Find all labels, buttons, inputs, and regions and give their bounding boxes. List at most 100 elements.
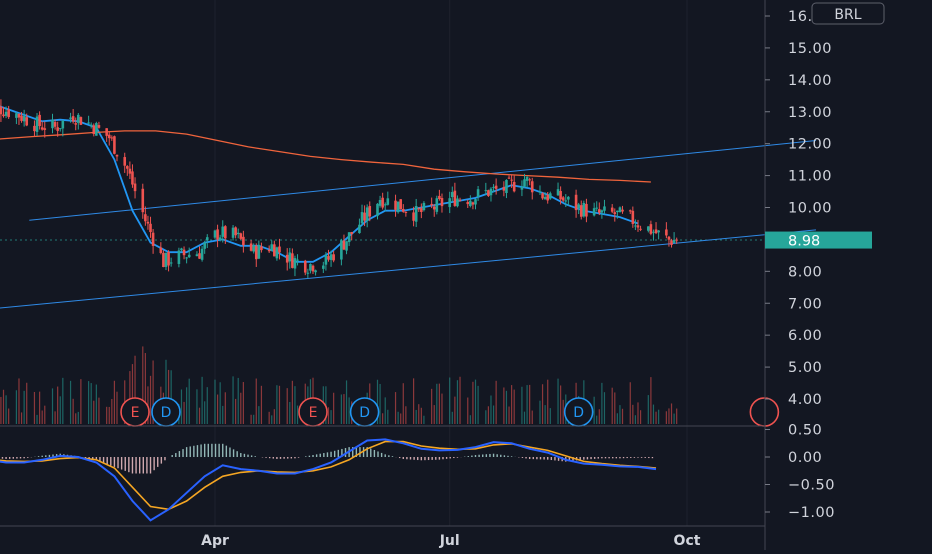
candle-body — [383, 204, 387, 206]
candle-body — [404, 211, 408, 213]
volume-bar — [204, 401, 206, 424]
candle-body — [151, 232, 155, 246]
candle-body — [260, 246, 263, 251]
candle-body — [252, 245, 255, 252]
candle-body — [422, 202, 426, 211]
currency-badge[interactable]: BRL — [811, 2, 885, 25]
event-marker-label: D — [573, 405, 584, 421]
earnings-marker[interactable]: E — [298, 397, 328, 427]
volume-bar — [219, 382, 221, 424]
volume-bar — [544, 405, 546, 424]
candle-body — [35, 116, 39, 132]
candle-body — [667, 236, 671, 240]
candle-body — [4, 111, 8, 116]
candle-body — [595, 207, 599, 209]
candle-body — [634, 225, 637, 227]
earnings-marker[interactable] — [749, 397, 780, 427]
candle-body — [141, 188, 145, 213]
volume-bar — [668, 408, 670, 424]
volume-bar — [673, 413, 675, 424]
volume-bar — [39, 391, 41, 424]
candle-body — [450, 192, 454, 198]
volume-bar — [560, 385, 562, 424]
candle-body — [146, 221, 150, 224]
candles-layer — [0, 99, 678, 278]
volume-bar — [418, 404, 420, 424]
candle-body — [582, 202, 586, 217]
candle-body — [314, 270, 317, 273]
last-price-tag: 8.98 — [765, 231, 872, 250]
candle-body — [647, 226, 650, 231]
volume-bar — [637, 402, 639, 424]
candle-body — [672, 239, 676, 243]
volume-bar — [611, 387, 613, 424]
volume-bar — [541, 384, 544, 424]
candle-body — [378, 200, 382, 206]
candle-body — [231, 227, 235, 238]
volume-bar — [658, 409, 660, 424]
volume-bar — [291, 380, 293, 424]
event-marker-label: E — [131, 405, 140, 421]
price-axis-label: 5.00 — [788, 360, 822, 376]
candle-body — [195, 254, 199, 257]
volume-bar — [521, 386, 523, 424]
candle-body — [525, 176, 529, 181]
volume-bar — [240, 392, 242, 424]
volume-bar — [503, 387, 505, 424]
price-axis-label: 6.00 — [788, 328, 822, 344]
volume-bar — [250, 414, 252, 424]
volume-bar — [456, 380, 459, 424]
earnings-marker[interactable]: E — [120, 397, 150, 427]
volume-bar — [131, 364, 134, 424]
candle-body — [616, 210, 619, 213]
candle-body — [236, 232, 240, 235]
dividend-marker[interactable]: D — [349, 397, 380, 427]
candle-body — [541, 193, 544, 199]
volume-bar — [5, 395, 7, 424]
candle-body — [198, 253, 201, 259]
candle-body — [275, 247, 279, 259]
volume-bar — [59, 396, 61, 424]
candle-body — [218, 237, 222, 241]
volume-bar — [523, 411, 526, 424]
dividend-marker[interactable]: D — [563, 397, 594, 427]
candle-body — [432, 206, 436, 210]
volume-bar — [95, 384, 97, 424]
candle-body — [123, 157, 127, 166]
price-axis-label: 7.00 — [788, 296, 822, 312]
volume-bar — [423, 415, 425, 424]
candle-body — [412, 212, 415, 221]
candle-body — [293, 258, 297, 269]
candle-body — [435, 198, 439, 212]
candle-body — [381, 197, 384, 208]
candle-body — [665, 229, 668, 236]
candle-body — [249, 243, 253, 251]
price-axis-label: 11.00 — [788, 169, 832, 185]
candle-body — [33, 125, 36, 132]
candle-body — [205, 237, 209, 241]
candle-body — [363, 212, 366, 221]
volume-bar — [88, 381, 90, 424]
volume-bar — [106, 406, 108, 424]
price-axis-label: 15.00 — [788, 41, 832, 57]
volume-bar — [348, 397, 350, 424]
event-marker-label: D — [359, 405, 370, 421]
volume-bar — [508, 406, 510, 424]
candle-body — [417, 208, 421, 210]
volume-bar — [405, 406, 407, 424]
candle-body — [430, 203, 433, 206]
volume-bar — [258, 406, 260, 424]
volume-bar — [477, 385, 479, 424]
candle-body — [182, 249, 186, 256]
volume-bar — [670, 403, 673, 424]
volume-bar — [294, 386, 296, 424]
volume-bar — [152, 360, 154, 424]
candle-body — [652, 231, 655, 233]
volume-bar — [376, 379, 379, 424]
volume-bar — [402, 383, 404, 424]
candle-body — [69, 117, 72, 119]
dividend-marker[interactable]: D — [151, 397, 181, 427]
